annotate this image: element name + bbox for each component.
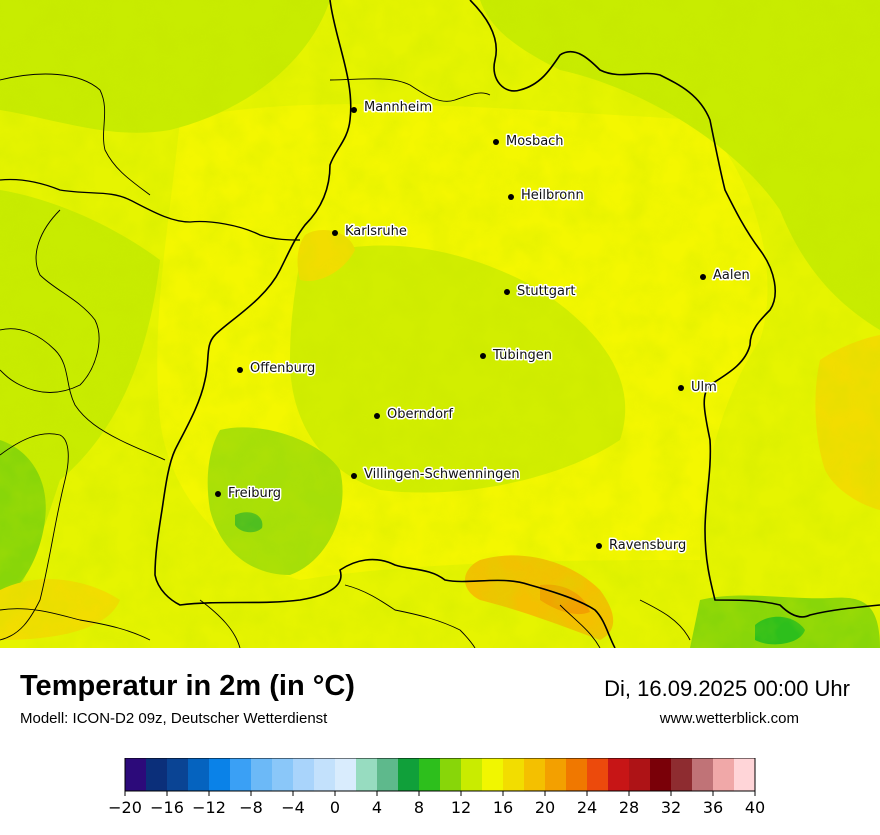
forecast-datetime: Di, 16.09.2025 00:00 Uhr [604, 676, 850, 701]
district-border [0, 73, 151, 196]
legend-swatch [398, 758, 420, 791]
city-markers: Mannheim Mosbach Heilbronn Karlsruhe Aal… [215, 99, 751, 555]
city-tuebingen: Tübingen [480, 347, 554, 365]
svg-text:Heilbronn: Heilbronn [521, 188, 584, 203]
legend-swatch [566, 758, 588, 791]
legend-tick-label: 24 [577, 798, 597, 817]
svg-text:Ravensburg: Ravensburg [609, 538, 686, 553]
map-footer: Temperatur in 2m (in °C) Modell: ICON-D2… [0, 648, 880, 830]
svg-text:Freiburg: Freiburg [228, 486, 281, 501]
city-aalen: Aalen [700, 267, 751, 285]
svg-text:Ulm: Ulm [691, 380, 717, 395]
svg-text:Mosbach: Mosbach [506, 134, 564, 149]
svg-text:Aalen: Aalen [713, 268, 750, 283]
legend-swatch [293, 758, 315, 791]
svg-text:Offenburg: Offenburg [250, 361, 315, 376]
city-freiburg: Freiburg [215, 485, 283, 503]
legend-swatch [524, 758, 546, 791]
legend-tick-label: 40 [745, 798, 765, 817]
city-stuttgart: Stuttgart [504, 283, 577, 301]
legend-swatch [230, 758, 252, 791]
svg-text:Stuttgart: Stuttgart [517, 284, 575, 299]
legend-tick-label: 36 [703, 798, 723, 817]
district-border [329, 78, 491, 102]
legend-swatch [272, 758, 294, 791]
district-border [199, 599, 241, 648]
legend-swatch [734, 758, 756, 791]
legend-swatch [167, 758, 189, 791]
district-border [0, 209, 100, 393]
legend-tick-label: 20 [535, 798, 555, 817]
legend-swatch [671, 758, 693, 791]
legend-swatches [125, 758, 756, 791]
legend-swatch [629, 758, 651, 791]
legend-swatch [209, 758, 231, 791]
website-link[interactable]: www.wetterblick.com [659, 710, 799, 727]
country-border-west [0, 178, 301, 241]
legend-ticks: −20 −16 −12 −8 −4 0 4 8 12 16 20 24 28 32 36 40 [108, 791, 765, 817]
city-heilbronn: Heilbronn [508, 187, 585, 205]
legend-tick-label: −16 [150, 798, 184, 817]
svg-text:Villingen-Schwenningen: Villingen-Schwenningen [364, 467, 520, 482]
legend-tick-label: 0 [330, 798, 340, 817]
district-border [0, 328, 166, 461]
legend-swatch [608, 758, 630, 791]
legend-swatch [188, 758, 210, 791]
legend-tick-label: 16 [493, 798, 513, 817]
legend-swatch [146, 758, 168, 791]
temperature-map: Mannheim Mosbach Heilbronn Karlsruhe Aal… [0, 0, 880, 648]
city-offenburg: Offenburg [237, 360, 317, 378]
legend-swatch [587, 758, 609, 791]
legend-swatch [650, 758, 672, 791]
city-oberndorf: Oberndorf [374, 406, 455, 424]
legend-swatch [482, 758, 504, 791]
legend-tick-label: 12 [451, 798, 471, 817]
district-border [0, 433, 69, 641]
city-villingen-schwenningen: Villingen-Schwenningen [351, 466, 521, 484]
temperature-texture [0, 0, 880, 648]
district-border [344, 584, 476, 648]
district-border [0, 608, 151, 641]
legend-swatch [377, 758, 399, 791]
svg-text:Mannheim: Mannheim [364, 100, 432, 115]
legend-swatch [461, 758, 483, 791]
legend-tick-label: 28 [619, 798, 639, 817]
district-border [559, 604, 601, 648]
legend-swatch [440, 758, 462, 791]
svg-text:Oberndorf: Oberndorf [387, 407, 453, 422]
legend-tick-label: −4 [281, 798, 305, 817]
model-source: Modell: ICON-D2 09z, Deutscher Wetterdie… [20, 710, 328, 727]
legend-tick-label: −8 [239, 798, 263, 817]
district-border [639, 599, 691, 641]
legend-swatch [419, 758, 441, 791]
legend-swatch [692, 758, 714, 791]
legend-swatch [356, 758, 378, 791]
city-ulm: Ulm [678, 379, 718, 397]
legend-tick-label: 4 [372, 798, 382, 817]
city-ravensburg: Ravensburg [596, 537, 688, 555]
state-border-east [469, 0, 880, 618]
color-legend: −20 −16 −12 −8 −4 0 4 8 12 16 20 24 28 32 36 40 [0, 757, 880, 830]
legend-tick-label: −20 [108, 798, 142, 817]
legend-tick-label: 32 [661, 798, 681, 817]
legend-swatch [713, 758, 735, 791]
state-border [154, 0, 616, 648]
legend-swatch [335, 758, 357, 791]
legend-swatch [503, 758, 525, 791]
legend-swatch [125, 758, 147, 791]
svg-text:Tübingen: Tübingen [492, 348, 552, 363]
legend-frame [124, 757, 756, 792]
legend-swatch [545, 758, 567, 791]
map-title: Temperatur in 2m (in °C) [20, 670, 355, 702]
legend-tick-label: −12 [192, 798, 226, 817]
city-mannheim: Mannheim [351, 99, 434, 117]
city-mosbach: Mosbach [493, 133, 565, 151]
city-karlsruhe: Karlsruhe [332, 223, 408, 241]
borders [0, 0, 880, 648]
legend-swatch [251, 758, 273, 791]
legend-swatch [314, 758, 336, 791]
svg-text:Karlsruhe: Karlsruhe [345, 224, 407, 239]
legend-tick-label: 8 [414, 798, 424, 817]
